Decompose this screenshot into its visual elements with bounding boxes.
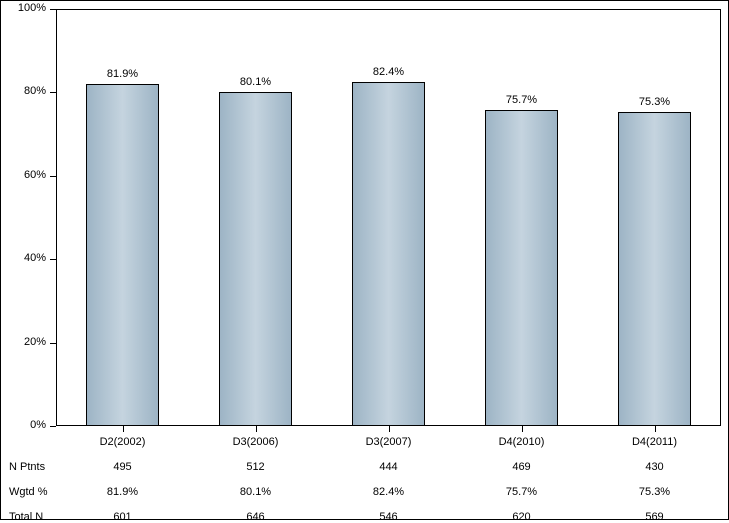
x-axis-label: D3(2006)	[233, 436, 279, 448]
y-axis-label: 60%	[1, 169, 46, 181]
x-axis-label: D4(2010)	[499, 436, 545, 448]
bar	[86, 84, 159, 426]
y-axis-label: 0%	[1, 419, 46, 431]
table-cell: 469	[512, 461, 530, 473]
table-row-header: Wgtd %	[9, 486, 48, 498]
table-cell: 430	[645, 461, 663, 473]
table-cell: 75.3%	[639, 486, 670, 498]
y-axis-label: 100%	[1, 2, 46, 14]
bar-value-label: 80.1%	[240, 76, 271, 88]
x-axis-tick	[123, 426, 124, 432]
bar	[352, 82, 425, 426]
table-cell: 82.4%	[373, 486, 404, 498]
x-axis-label: D2(2002)	[100, 436, 146, 448]
y-axis-tick	[50, 343, 56, 344]
table-cell: 495	[113, 461, 131, 473]
table-cell: 546	[379, 511, 397, 523]
table-row-header: Total N	[9, 511, 43, 523]
y-axis-tick	[50, 176, 56, 177]
x-axis-tick	[389, 426, 390, 432]
y-axis-tick	[50, 9, 56, 10]
table-row-header: N Ptnts	[9, 461, 45, 473]
bar	[485, 110, 558, 426]
table-cell: 646	[246, 511, 264, 523]
x-axis-tick	[655, 426, 656, 432]
table-cell: 75.7%	[506, 486, 537, 498]
table-cell: 444	[379, 461, 397, 473]
y-axis-tick	[50, 426, 56, 427]
chart-container: 0% 20% 40% 60% 80% 100% 81.9% 80.1% 82.4% 75.7% 75…	[0, 0, 729, 520]
bar-value-label: 82.4%	[373, 66, 404, 78]
x-axis-label: D4(2011)	[632, 436, 677, 448]
bar	[219, 92, 292, 426]
y-axis-label: 20%	[1, 336, 46, 348]
x-axis-tick	[522, 426, 523, 432]
table-cell: 601	[113, 511, 131, 523]
y-axis-tick	[50, 259, 56, 260]
table-cell: 569	[645, 511, 663, 523]
x-axis-tick	[256, 426, 257, 432]
table-cell: 81.9%	[107, 486, 138, 498]
bar	[618, 112, 691, 426]
x-axis-label: D3(2007)	[366, 436, 412, 448]
y-axis-label: 40%	[1, 252, 46, 264]
bar-value-label: 75.3%	[639, 96, 670, 108]
y-axis-tick	[50, 92, 56, 93]
table-cell: 80.1%	[240, 486, 271, 498]
bar-value-label: 81.9%	[107, 68, 138, 80]
table-cell: 620	[512, 511, 530, 523]
table-cell: 512	[246, 461, 264, 473]
bar-value-label: 75.7%	[506, 94, 537, 106]
y-axis-label: 80%	[1, 85, 46, 97]
